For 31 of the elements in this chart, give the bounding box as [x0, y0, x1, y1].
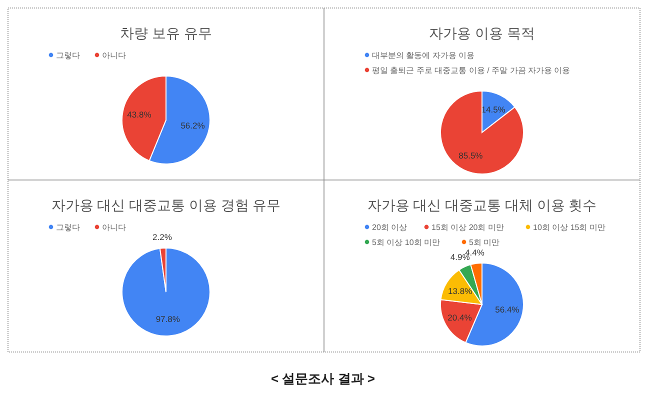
legend-label: 그렇다: [56, 51, 80, 60]
legend-item: 그렇다: [48, 51, 80, 60]
legend-item: 평일 출퇴근 주로 대중교통 이용 / 주말 가끔 자가용 이용: [364, 66, 570, 75]
data-label: 14.5%: [481, 104, 506, 114]
legend-item: 대부분의 활동에 자가용 이용: [364, 51, 475, 60]
chart-title: 차량 보유 유무: [120, 25, 212, 41]
data-label: 56.2%: [180, 120, 206, 130]
text: < 설문조사 결과 >: [270, 371, 376, 386]
data-label: 97.8%: [156, 314, 180, 324]
chart-title: 자가용 대신 대중교통 이용 경험 유무: [51, 197, 281, 213]
legend-item: 10회 이상 15회 미만: [526, 223, 606, 232]
data-label: 20.4%: [448, 312, 472, 322]
data-label: 56.4%: [495, 304, 520, 315]
chart-title: 자가용 대신 대중교통 대체 이용 횟수: [367, 197, 597, 213]
data-label: 43.8%: [127, 110, 152, 120]
legend-item: 15회 이상 20회 미만: [424, 223, 504, 232]
legend-item: 아니다: [94, 51, 126, 60]
legend-item: 5회 미만: [462, 238, 500, 247]
legend-label: 아니다: [102, 51, 126, 60]
legend-label: 아니다: [102, 223, 126, 232]
legend-label: 그렇다: [56, 223, 80, 232]
data-label: 13.8%: [448, 286, 473, 296]
legend-item: 5회 이상 10회 미만: [364, 238, 440, 247]
legend-label: 5회 미만: [469, 238, 500, 247]
data-label: 2.2%: [152, 232, 172, 242]
legend-item: 20회 이상: [364, 223, 408, 232]
legend-label: 20회 이상: [372, 223, 408, 232]
legend-item: 아니다: [94, 223, 126, 232]
legend-item: 그렇다: [48, 223, 80, 232]
chart-title: 자가용 이용 목적: [429, 25, 535, 41]
data-label: 85.5%: [458, 150, 484, 161]
